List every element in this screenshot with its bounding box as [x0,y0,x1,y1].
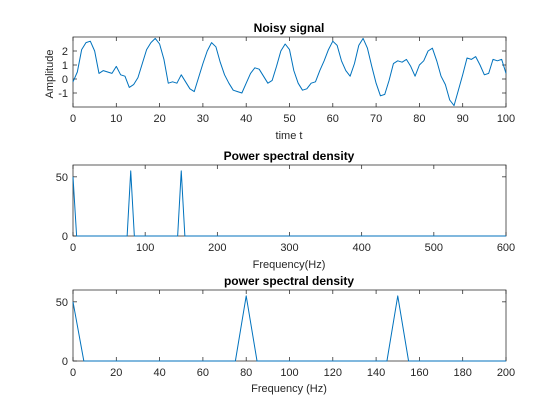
y-tick-label: 0 [62,356,68,368]
x-tick-label: 0 [70,367,76,379]
psd-zoom-plot-panel: power spectral density 0 20 40 60 80 100 120 14… [56,274,515,395]
x-tick-label: 160 [410,367,428,379]
x-tick-label: 500 [425,242,443,254]
x-tick-label: 80 [240,367,252,379]
x-tick-label: 40 [153,367,165,379]
x-tick-label: 200 [497,367,515,379]
x-tick-label: 40 [240,113,252,125]
plot-area [72,164,507,237]
plot-area [72,36,507,108]
psd-full-plot-panel: Power spectral density 0 100 200 300 400 500 6… [56,149,515,271]
x-tick-label: 100 [136,242,154,254]
x-tick-label: 70 [370,113,382,125]
series-line [72,295,506,362]
x-tick-label: 0 [70,113,76,125]
y-tick-label: 2 [62,46,68,58]
x-tick-label: 20 [110,367,122,379]
y-axis-label: Amplitude [44,50,56,99]
tick-group: 0 10 20 30 40 50 60 70 80 90 100 -1 0 1 2 [58,37,515,125]
x-tick-label: 60 [327,113,339,125]
x-tick-label: 200 [208,242,226,254]
series-line [72,170,506,237]
chart-title: Noisy signal [254,21,325,35]
x-tick-label: 180 [454,367,472,379]
x-tick-label: 120 [324,367,342,379]
signal-plot-panel: Noisy signal 0 10 20 30 40 50 60 70 80 90 100 -1 0 1 2… [44,21,515,142]
x-tick-label: 10 [110,113,122,125]
x-tick-label: 30 [197,113,209,125]
x-tick-label: 50 [283,113,295,125]
x-axis-label: time t [276,130,303,142]
y-tick-label: -1 [58,88,68,100]
x-axis-label: Frequency(Hz) [253,259,326,271]
x-tick-label: 100 [497,113,515,125]
plot-area [72,289,507,362]
x-tick-label: 140 [367,367,385,379]
x-tick-label: 400 [352,242,370,254]
x-tick-label: 80 [413,113,425,125]
series-line [72,37,507,107]
chart-title: power spectral density [224,274,354,288]
tick-group: 0 20 40 60 80 100 120 140 160 180 200 0 50 [56,290,515,379]
y-tick-label: 50 [56,297,68,309]
x-tick-label: 0 [70,242,76,254]
y-tick-label: 50 [56,172,68,184]
x-tick-label: 300 [280,242,298,254]
x-tick-label: 100 [280,367,298,379]
x-axis-label: Frequency (Hz) [251,383,327,395]
y-tick-label: 0 [62,231,68,243]
x-tick-label: 600 [497,242,515,254]
y-tick-label: 1 [62,60,68,72]
x-tick-label: 20 [153,113,165,125]
y-tick-label: 0 [62,74,68,86]
x-tick-label: 90 [457,113,469,125]
chart-title: Power spectral density [224,149,355,163]
x-tick-label: 60 [197,367,209,379]
